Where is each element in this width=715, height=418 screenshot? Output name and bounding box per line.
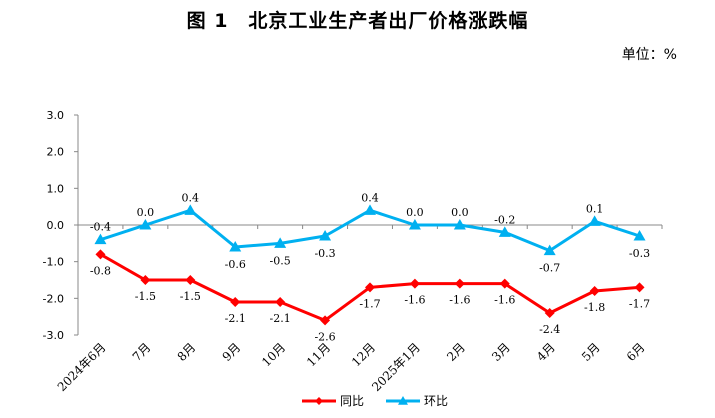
y-tick-label: 0.0: [47, 219, 65, 232]
x-tick-label: 2025年1月: [369, 340, 423, 394]
data-label-yoy: -2.1: [270, 312, 291, 325]
legend-marker-yoy: [315, 397, 323, 405]
x-tick-label: 7月: [130, 340, 154, 364]
data-label-mom: -0.3: [629, 247, 650, 260]
data-label-yoy: -2.1: [225, 312, 246, 325]
data-label-mom: -0.5: [270, 254, 291, 267]
data-label-mom: -0.3: [314, 247, 335, 260]
data-point-yoy: [275, 297, 286, 307]
x-tick-label: 12月: [349, 340, 378, 369]
data-label-mom: 0.4: [182, 191, 200, 204]
data-label-yoy: -1.5: [135, 290, 156, 303]
data-label-yoy: -1.7: [629, 297, 650, 310]
data-label-yoy: -1.5: [180, 290, 201, 303]
data-label-mom: -0.7: [539, 262, 560, 275]
x-tick-label: 11月: [304, 340, 333, 369]
data-label-yoy: -1.6: [449, 294, 470, 307]
data-point-yoy: [634, 282, 645, 293]
data-label-yoy: -1.6: [494, 294, 515, 307]
data-label-mom: 0.0: [137, 206, 155, 219]
data-label-mom: 0.0: [451, 206, 469, 219]
legend-label-yoy: 同比: [340, 394, 364, 408]
x-tick-label: 2024年6月: [55, 340, 109, 394]
data-point-yoy: [499, 278, 510, 289]
legend-label-mom: 环比: [424, 394, 448, 408]
data-point-mom: [408, 219, 421, 230]
x-tick-label: 8月: [175, 340, 199, 364]
x-tick-label: 4月: [534, 340, 558, 364]
data-point-yoy: [185, 275, 196, 285]
x-tick-label: 6月: [624, 340, 648, 364]
y-tick-label: -2.0: [43, 292, 64, 305]
data-point-yoy: [320, 315, 331, 326]
data-label-mom: 0.4: [361, 191, 379, 204]
unit-label: 单位：%: [621, 47, 677, 63]
legend-marker-mom: [398, 396, 408, 405]
x-tick-label: 5月: [579, 340, 603, 364]
data-point-mom: [274, 237, 287, 248]
data-label-mom: -0.6: [225, 258, 246, 271]
data-point-mom: [543, 244, 556, 256]
data-point-mom: [184, 204, 197, 215]
data-point-yoy: [544, 308, 555, 318]
data-label-yoy: -1.6: [404, 294, 425, 307]
data-point-yoy: [230, 297, 241, 307]
chart-title: 图 1 北京工业生产者出厂价格涨跌幅: [186, 10, 529, 32]
data-label-yoy: -1.7: [359, 297, 380, 310]
data-point-yoy: [589, 286, 600, 296]
data-point-mom: [498, 226, 511, 237]
data-point-yoy: [409, 278, 420, 289]
series-line-mom: [99, 208, 641, 253]
data-label-yoy: -2.4: [539, 323, 560, 336]
data-point-mom: [364, 204, 376, 215]
data-label-mom: 0.0: [406, 206, 424, 219]
data-point-yoy: [95, 249, 106, 260]
data-label-mom: -0.4: [90, 221, 111, 234]
data-label-yoy: -0.8: [90, 264, 111, 277]
y-tick-label: 1.0: [47, 182, 65, 195]
data-point-mom: [94, 233, 107, 245]
data-point-mom: [229, 241, 242, 252]
data-label-mom: -0.2: [494, 213, 515, 226]
x-tick-label: 10月: [259, 340, 288, 369]
y-tick-label: -1.0: [43, 256, 64, 269]
data-point-mom: [139, 219, 152, 230]
data-point-mom: [633, 230, 646, 241]
y-tick-label: 3.0: [47, 109, 65, 122]
data-point-mom: [588, 215, 601, 226]
data-label-yoy: -2.6: [314, 330, 335, 343]
x-tick-label: 2月: [444, 340, 468, 364]
data-point-yoy: [454, 278, 465, 289]
data-point-mom: [453, 219, 466, 230]
x-tick-label: 3月: [489, 340, 513, 364]
x-tick-label: 9月: [220, 340, 244, 364]
data-point-yoy: [365, 282, 375, 293]
data-label-mom: 0.1: [586, 202, 604, 215]
y-tick-label: 2.0: [47, 146, 65, 159]
data-point-mom: [319, 230, 332, 241]
data-label-yoy: -1.8: [584, 301, 605, 314]
data-point-yoy: [140, 275, 151, 285]
y-tick-label: -3.0: [43, 329, 64, 342]
